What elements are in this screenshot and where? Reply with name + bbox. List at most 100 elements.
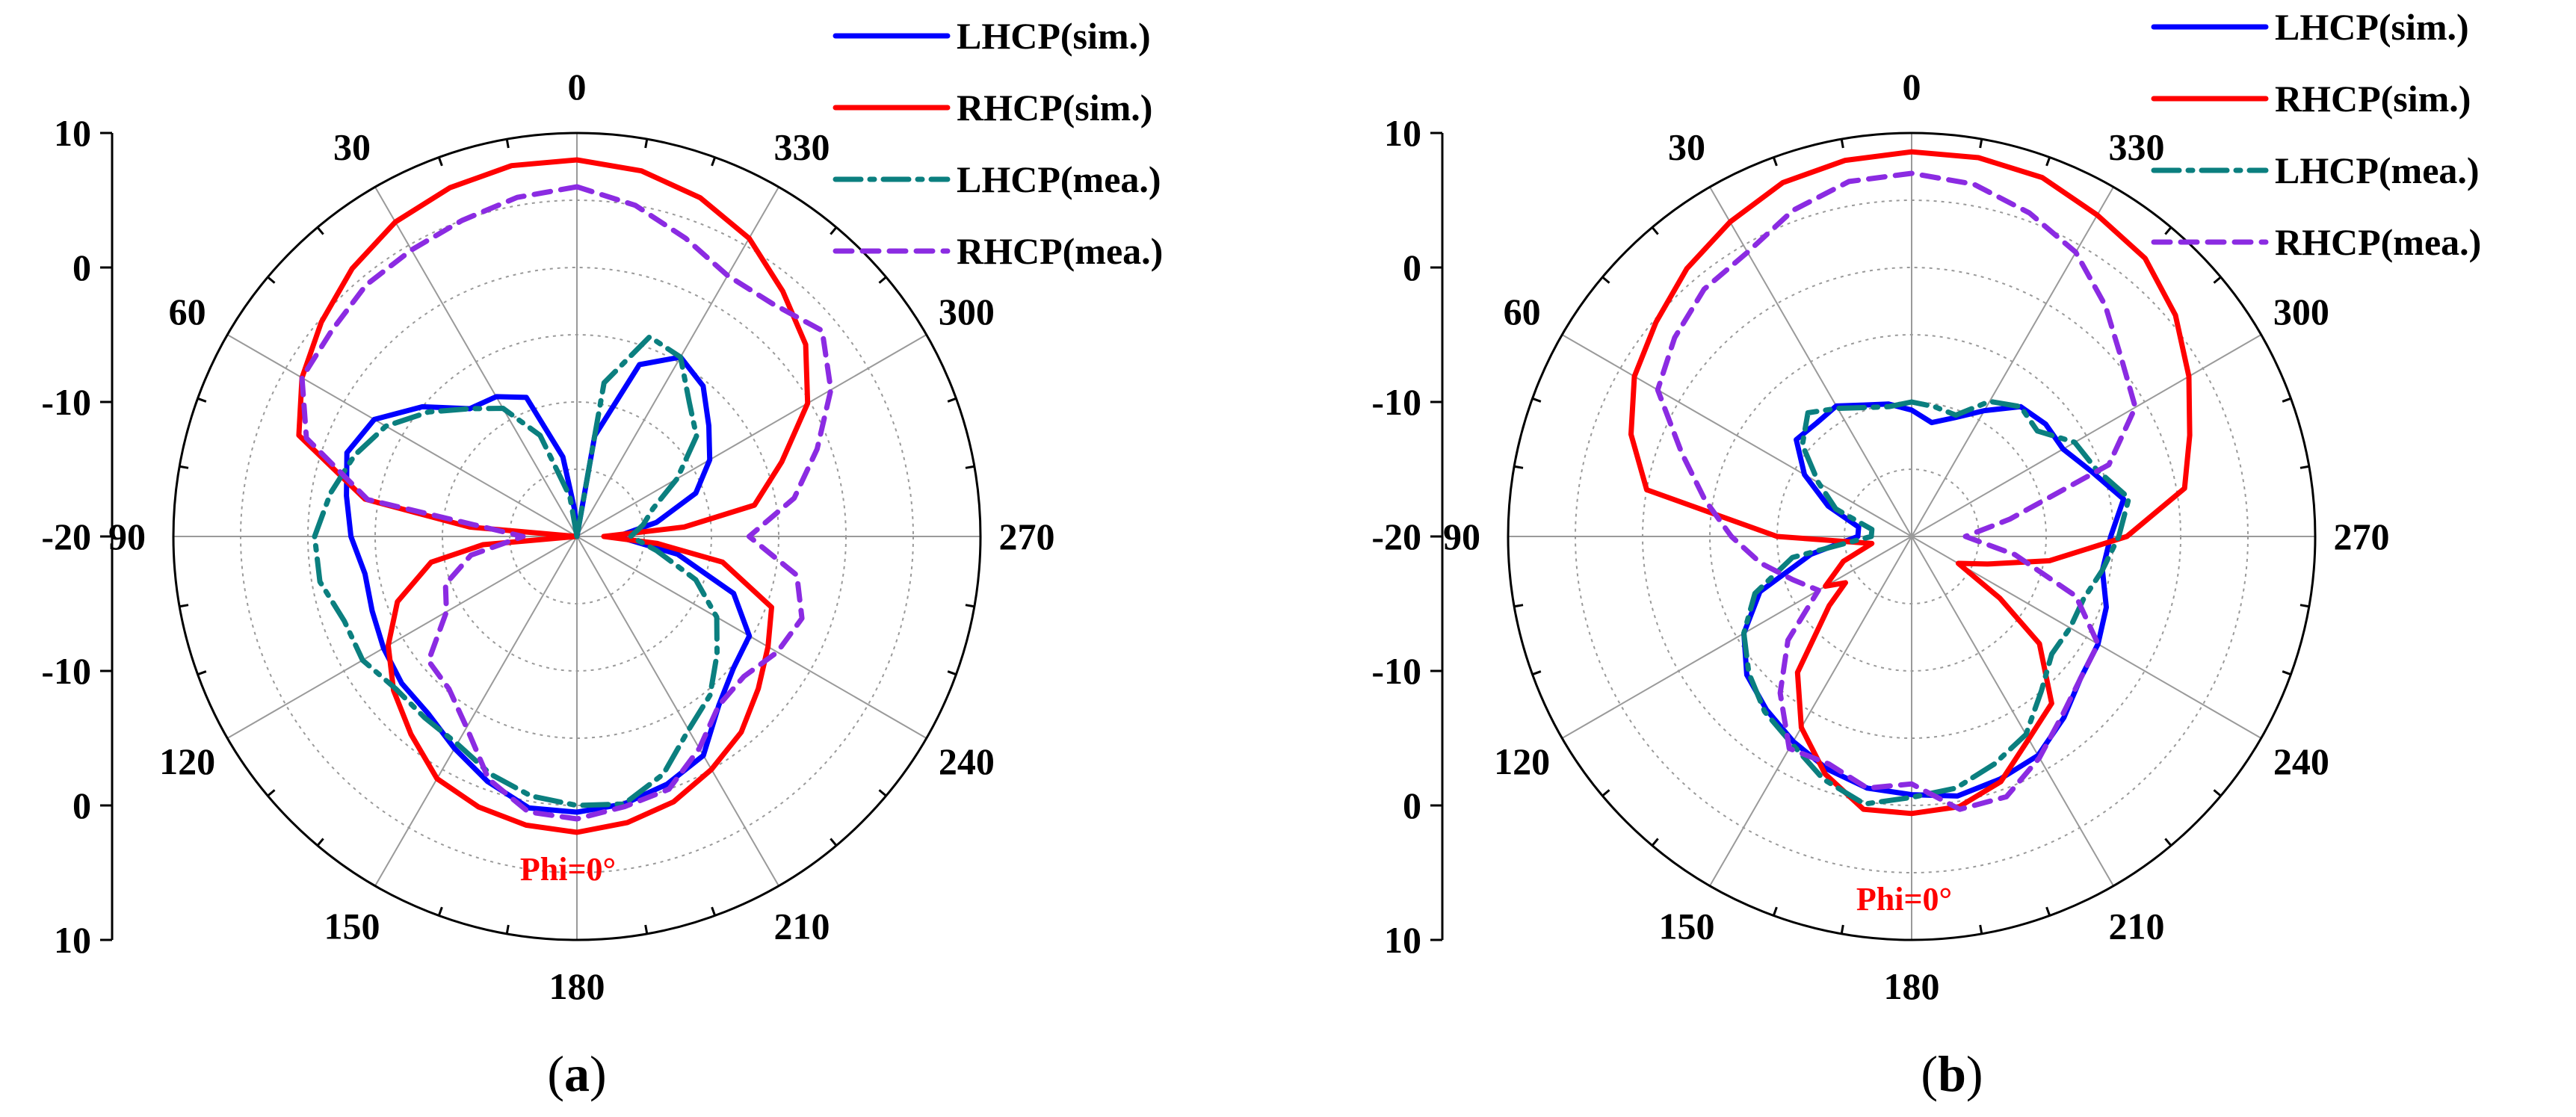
radial-tick-label: 10 <box>54 919 91 961</box>
angle-tick <box>830 226 838 235</box>
panel-label: (a) <box>547 1045 606 1102</box>
angle-tick <box>711 157 717 167</box>
radial-tick-label: 0 <box>72 247 91 288</box>
angle-tick-label: 240 <box>2273 740 2329 782</box>
angle-tick <box>1772 906 1778 916</box>
angle-tick-label: 30 <box>333 126 371 168</box>
grid-spoke <box>576 186 779 537</box>
angle-tick <box>1840 138 1844 149</box>
radial-tick-label: -10 <box>41 381 91 423</box>
angle-tick <box>947 397 957 403</box>
angle-tick <box>2282 397 2291 403</box>
grid-spoke <box>576 334 927 537</box>
radial-tick-label: -20 <box>1371 516 1421 557</box>
angle-tick <box>267 276 276 284</box>
angle-tick-label: 270 <box>999 516 1055 557</box>
angle-tick <box>2164 838 2172 847</box>
grid-spoke <box>1911 186 2114 537</box>
radial-tick-label: 0 <box>1403 785 1421 826</box>
angle-tick <box>2299 465 2310 469</box>
radial-tick-label: -10 <box>1371 381 1421 423</box>
series-line <box>296 157 811 835</box>
outer-ring <box>1507 131 2317 941</box>
phi-annotation: Phi=0° <box>520 851 616 888</box>
angle-tick <box>965 604 975 608</box>
radial-tick-label: 0 <box>72 785 91 826</box>
legend-label: RHCP(mea.) <box>2275 221 2481 263</box>
angle-tick <box>2164 226 2172 235</box>
angle-tick <box>267 789 276 797</box>
angle-tick-label: 120 <box>1494 740 1550 782</box>
angle-tick <box>2213 276 2222 284</box>
angle-tick-label: 330 <box>774 126 830 168</box>
series-line <box>344 354 753 815</box>
series-line <box>1628 149 2193 817</box>
angle-tick <box>2213 789 2222 797</box>
angle-tick <box>711 906 717 916</box>
grid-spoke <box>1709 536 1912 887</box>
grid-spoke <box>374 536 578 887</box>
grid-spoke <box>576 536 779 887</box>
radial-tick-label: 10 <box>54 112 91 154</box>
legend-label: RHCP(mea.) <box>957 230 1163 272</box>
panel-label: (b) <box>1921 1045 1983 1102</box>
angle-tick-label: 90 <box>108 516 146 557</box>
angle-tick <box>437 906 443 916</box>
angle-tick <box>316 226 324 235</box>
angle-tick <box>2299 604 2310 608</box>
legend-label: LHCP(mea.) <box>2275 149 2480 191</box>
radial-tick-label: -10 <box>41 650 91 692</box>
grid-spoke <box>576 536 927 739</box>
radial-tick-label: -20 <box>41 516 91 557</box>
angle-tick-label: 300 <box>939 291 995 332</box>
angle-tick <box>1979 138 1983 149</box>
series-line <box>1655 170 2138 812</box>
angle-tick <box>1513 604 1524 608</box>
radial-tick-label: 0 <box>1403 247 1421 288</box>
angle-tick <box>197 670 207 676</box>
series-line <box>1741 401 2127 799</box>
angle-tick-label: 150 <box>1659 905 1715 947</box>
angle-tick <box>505 138 510 149</box>
angle-tick <box>2045 906 2051 916</box>
grid-spoke <box>1709 186 1912 537</box>
angle-tick <box>878 276 887 284</box>
angle-tick-label: 300 <box>2273 291 2329 332</box>
angle-tick <box>197 397 207 403</box>
angle-tick <box>644 924 649 935</box>
angle-tick-label: 150 <box>324 905 380 947</box>
angle-tick-label: 210 <box>774 905 830 947</box>
angle-tick-label: 60 <box>1504 291 1541 332</box>
angle-tick <box>1532 670 1542 676</box>
angle-tick <box>644 138 649 149</box>
angle-tick-label: 330 <box>2109 126 2165 168</box>
angle-tick <box>1772 157 1778 167</box>
angle-tick <box>179 604 189 608</box>
grid-spoke <box>1911 536 2114 887</box>
angle-tick-label: 210 <box>2109 905 2165 947</box>
angle-tick <box>1651 838 1659 847</box>
radial-tick-label: 10 <box>1384 112 1421 154</box>
series-line <box>1741 398 2132 807</box>
angle-tick-label: 0 <box>1903 66 1921 108</box>
angle-tick-label: 240 <box>939 740 995 782</box>
grid-spoke <box>226 536 578 739</box>
angle-tick <box>947 670 957 676</box>
angle-tick <box>505 924 510 935</box>
angle-tick-label: 270 <box>2334 516 2390 557</box>
polar-chart-a: 0 30 60 90 120 150 180 210 240 270 300 330 10 0 -10 -20… <box>41 15 1163 1102</box>
angle-tick <box>1979 924 1983 935</box>
angle-tick-label: 90 <box>1443 516 1480 557</box>
angle-tick-label: 180 <box>1884 965 1940 1007</box>
angle-tick <box>1513 465 1524 469</box>
legend-label: LHCP(mea.) <box>957 158 1161 200</box>
angle-tick <box>965 465 975 469</box>
angle-tick <box>1601 276 1610 284</box>
radial-tick-label: -10 <box>1371 650 1421 692</box>
radial-tick-label: 10 <box>1384 919 1421 961</box>
grid-spoke <box>374 186 578 537</box>
angle-tick <box>830 838 838 847</box>
grid-spoke <box>1561 334 1912 537</box>
grid-spoke <box>1561 536 1912 739</box>
